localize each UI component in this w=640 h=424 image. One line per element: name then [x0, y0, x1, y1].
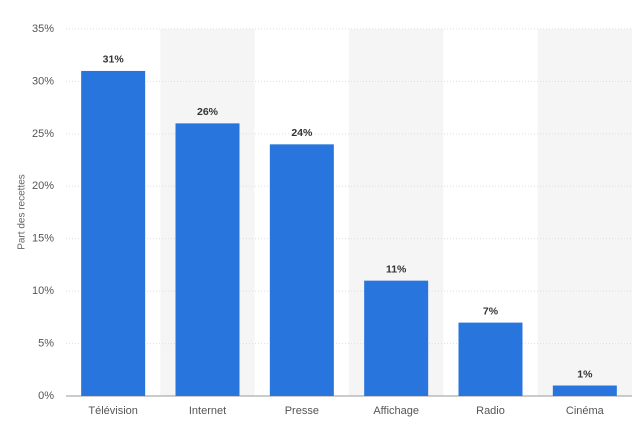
x-tick-label: Affichage: [373, 405, 419, 417]
bar: [364, 280, 429, 396]
y-tick-label: 0%: [38, 390, 54, 402]
bar: [458, 322, 523, 396]
y-axis-label: Part des recettes: [17, 174, 28, 250]
y-tick-label: 25%: [32, 128, 54, 140]
y-tick-label: 10%: [32, 285, 54, 297]
band-background: [537, 29, 632, 396]
y-tick-label: 35%: [32, 23, 54, 35]
value-label: 31%: [103, 54, 125, 66]
y-tick-label: 5%: [38, 337, 54, 349]
x-tick-label: Presse: [285, 405, 319, 417]
x-tick-label: Télévision: [88, 405, 138, 417]
bar: [552, 385, 617, 396]
value-label: 24%: [291, 127, 313, 139]
value-label: 1%: [577, 368, 593, 380]
x-tick-label: Internet: [189, 405, 226, 417]
bar: [269, 144, 334, 396]
value-label: 11%: [386, 263, 407, 275]
x-tick-label: Radio: [476, 405, 505, 417]
value-label: 7%: [483, 305, 499, 317]
x-tick-label: Cinéma: [566, 405, 605, 417]
bar: [81, 70, 146, 396]
y-tick-label: 30%: [32, 75, 54, 87]
bar: [175, 123, 240, 396]
y-tick-label: 20%: [32, 180, 54, 192]
value-label: 26%: [197, 106, 219, 118]
y-tick-label: 15%: [32, 233, 54, 245]
